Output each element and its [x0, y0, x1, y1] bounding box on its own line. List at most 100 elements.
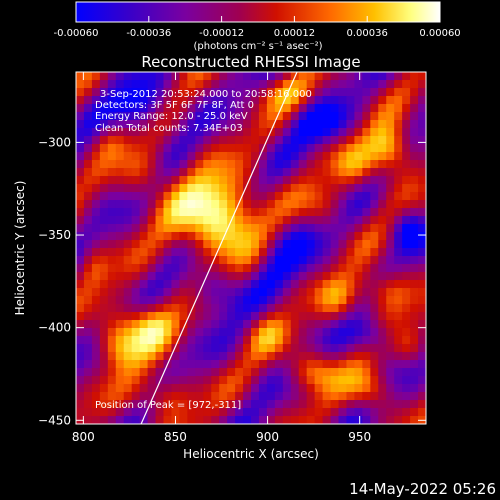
- heatmap-cell: [354, 224, 363, 233]
- heatmap-cell: [147, 160, 157, 169]
- heatmap-cell: [131, 112, 141, 121]
- heatmap-cell: [251, 152, 260, 161]
- heatmap-cell: [251, 120, 260, 129]
- heatmap-cell: [187, 192, 196, 201]
- heatmap-cell: [251, 216, 260, 225]
- heatmap-cell: [83, 320, 93, 329]
- heatmap-cell: [107, 344, 117, 353]
- heatmap-cell: [330, 208, 340, 217]
- heatmap-cell: [362, 96, 371, 105]
- heatmap-cell: [322, 336, 332, 345]
- heatmap-cell: [394, 280, 403, 289]
- heatmap-cell: [139, 360, 149, 369]
- heatmap-cell: [115, 112, 125, 121]
- heatmap-cell: [83, 144, 93, 153]
- heatmap-cell: [147, 304, 157, 313]
- heatmap-cell: [378, 264, 387, 273]
- heatmap-cell: [211, 336, 220, 345]
- heatmap-cell: [338, 144, 348, 153]
- heatmap-cell: [314, 368, 324, 377]
- heatmap-cell: [290, 360, 300, 369]
- heatmap-cell: [298, 312, 308, 321]
- heatmap-cell: [282, 304, 292, 313]
- heatmap-cell: [187, 216, 196, 225]
- heatmap-cell: [147, 376, 157, 385]
- heatmap-cell: [83, 336, 93, 345]
- heatmap-cell: [243, 312, 252, 321]
- heatmap-cell: [322, 232, 332, 241]
- heatmap-cell: [195, 144, 204, 153]
- heatmap-cell: [227, 256, 236, 265]
- heatmap-cell: [298, 272, 308, 281]
- heatmap-cell: [274, 160, 284, 169]
- heatmap-cell: [378, 200, 387, 209]
- heatmap-cell: [211, 224, 220, 233]
- heatmap-cell: [203, 384, 212, 393]
- heatmap-cell: [330, 136, 340, 145]
- heatmap-cell: [298, 248, 308, 257]
- heatmap-cell: [322, 304, 332, 313]
- heatmap-cell: [76, 96, 85, 105]
- heatmap-cell: [402, 304, 411, 313]
- heatmap-cell: [107, 176, 117, 185]
- heatmap-cell: [163, 304, 173, 313]
- heatmap-cell: [378, 336, 387, 345]
- heatmap-cell: [115, 224, 125, 233]
- heatmap-cell: [386, 360, 395, 369]
- heatmap-cell: [171, 96, 180, 105]
- heatmap-cell: [274, 376, 284, 385]
- heatmap-cell: [338, 248, 348, 257]
- limb-line: [140, 72, 298, 424]
- heatmap-cell: [155, 352, 165, 361]
- heatmap-cell: [338, 336, 348, 345]
- heatmap-cell: [394, 384, 403, 393]
- heatmap-cell: [195, 208, 204, 217]
- heatmap-cell: [378, 176, 387, 185]
- heatmap-cell: [394, 264, 403, 273]
- heatmap-cell: [418, 352, 426, 361]
- x-tick-label: 850: [164, 430, 187, 444]
- heatmap-cell: [155, 288, 165, 297]
- heatmap-cell: [243, 104, 252, 113]
- heatmap-cell: [115, 80, 125, 89]
- heatmap-cell: [123, 112, 133, 121]
- heatmap-cell: [258, 80, 268, 89]
- heatmap-cell: [378, 320, 387, 329]
- heatmap-cell: [235, 192, 244, 201]
- heatmap-cell: [418, 368, 426, 377]
- heatmap-cell: [171, 280, 180, 289]
- heatmap-cell: [131, 152, 141, 161]
- heatmap-cell: [306, 192, 316, 201]
- heatmap-cell: [378, 248, 387, 257]
- heatmap-cell: [346, 112, 355, 121]
- heatmap-cell: [346, 360, 355, 369]
- heatmap-cell: [139, 248, 149, 257]
- heatmap-cell: [243, 352, 252, 361]
- heatmap-cell: [139, 112, 149, 121]
- heatmap-cell: [163, 344, 173, 353]
- heatmap-cell: [298, 128, 308, 137]
- heatmap-cell: [171, 344, 180, 353]
- heatmap-cell: [298, 408, 308, 417]
- heatmap-cell: [251, 400, 260, 409]
- heatmap-cell: [235, 328, 244, 337]
- heatmap-cell: [163, 336, 173, 345]
- heatmap-cell: [187, 408, 196, 417]
- heatmap-cell: [306, 240, 316, 249]
- heatmap-cell: [394, 232, 403, 241]
- heatmap-cell: [266, 320, 276, 329]
- heatmap-cell: [219, 72, 228, 81]
- heatmap-cell: [251, 224, 260, 233]
- heatmap-cell: [99, 168, 109, 177]
- heatmap-cell: [354, 296, 363, 305]
- heatmap-cell: [266, 88, 276, 97]
- heatmap-cell: [330, 176, 340, 185]
- heatmap-cell: [227, 384, 236, 393]
- heatmap-cell: [76, 104, 85, 113]
- heatmap-cell: [418, 136, 426, 145]
- heatmap-cell: [258, 240, 268, 249]
- heatmap-cell: [378, 72, 387, 81]
- heatmap-cell: [274, 224, 284, 233]
- heatmap-cell: [274, 136, 284, 145]
- heatmap-cell: [338, 192, 348, 201]
